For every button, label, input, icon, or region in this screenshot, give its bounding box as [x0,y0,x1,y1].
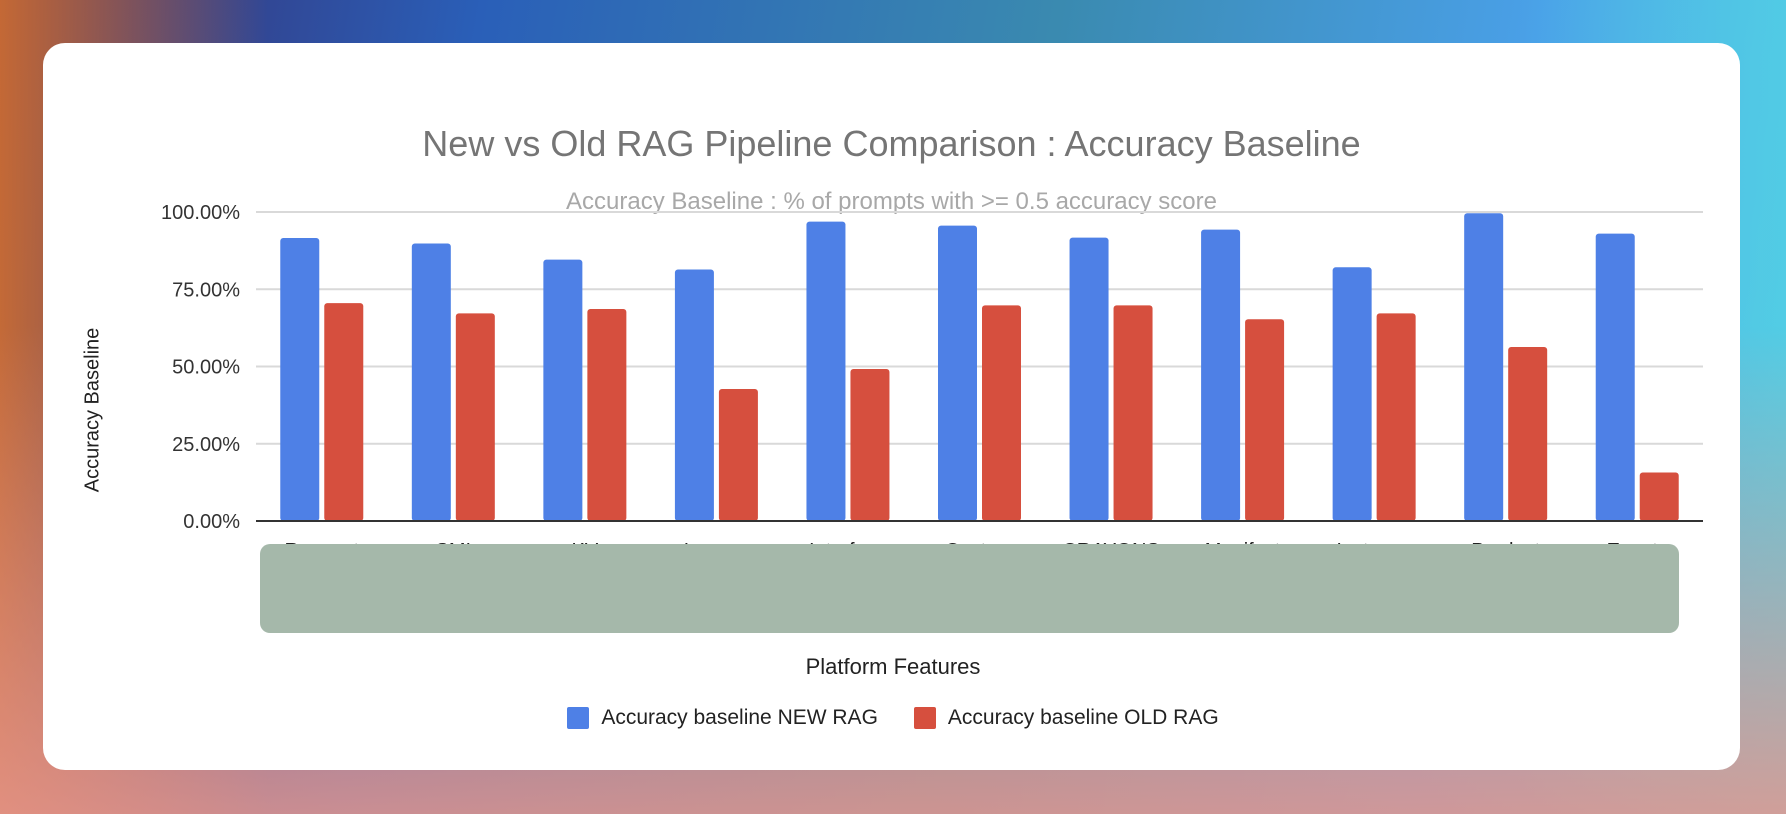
bar-old [324,303,364,521]
bar-old [1376,313,1416,521]
legend-swatch-new [567,707,590,729]
legend-swatch-old [913,707,936,729]
bar-old [1508,347,1548,521]
bar-new [1595,233,1635,521]
x-axis-label: Platform Features [805,654,981,679]
y-axis-label: Accuracy Baseline [81,327,104,493]
legend-label-old: Accuracy baseline OLD RAG [947,706,1219,729]
legend: Accuracy baseline NEW RAG Accuracy basel… [0,706,1786,730]
bar-new [411,243,451,521]
bar-new [543,259,583,521]
y-tick-label: 50.00% [172,357,240,379]
bar-old [1113,305,1153,521]
bar-new [1464,213,1504,521]
legend-item-old: Accuracy baseline OLD RAG [913,706,1219,730]
bar-old [1639,472,1679,521]
legend-label-new: Accuracy baseline NEW RAG [601,706,878,729]
bar-old [718,389,758,521]
bar-old [850,368,890,521]
bar-new [1332,267,1372,521]
bar-old [982,305,1021,521]
bar-old [455,313,495,521]
bar-new [1201,229,1241,521]
y-tick-label: 25.00% [172,434,240,456]
chart-subtitle: Accuracy Baseline : % of prompts with >=… [566,188,1217,215]
bar-new [938,225,977,521]
bar-old [587,309,627,521]
bar-new [806,221,846,522]
y-tick-label: 0.00% [183,511,240,533]
bar-old [1245,319,1285,521]
chart-title: New vs Old RAG Pipeline Comparison : Acc… [422,123,1361,164]
bar-new [1069,237,1109,521]
legend-item-new: Accuracy baseline NEW RAG [567,706,878,730]
y-tick-label: 75.00% [172,279,240,301]
bar-new [280,237,320,521]
redaction-box [260,544,1679,633]
bar-new [674,269,714,521]
y-tick-label: 100.00% [161,202,240,224]
